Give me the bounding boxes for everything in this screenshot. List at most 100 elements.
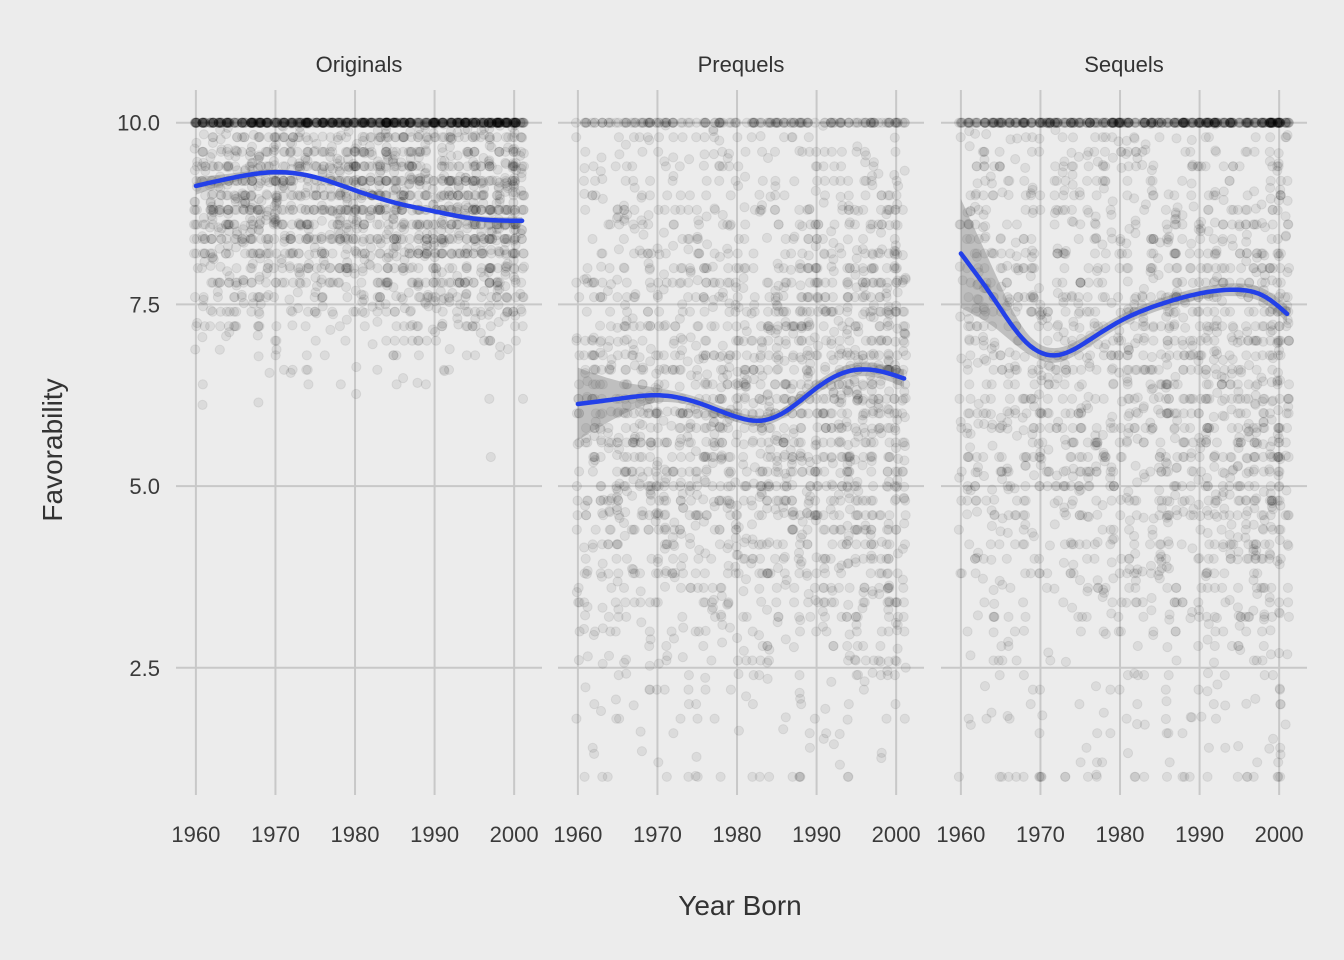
data-point — [301, 132, 312, 143]
data-point — [501, 117, 512, 128]
data-point — [1090, 681, 1102, 692]
data-point — [715, 364, 727, 375]
data-point — [787, 524, 798, 535]
data-point — [445, 175, 456, 186]
data-point — [645, 437, 656, 448]
data-point — [230, 151, 241, 162]
data-point — [661, 771, 672, 782]
data-point — [661, 277, 672, 288]
data-point — [327, 219, 338, 230]
data-point — [462, 248, 473, 259]
data-point — [269, 208, 280, 219]
data-point — [611, 492, 623, 503]
data-point — [255, 209, 266, 220]
data-point — [596, 152, 607, 163]
data-point — [246, 191, 257, 202]
data-point — [714, 135, 725, 146]
data-point — [843, 190, 854, 201]
data-point — [189, 219, 200, 230]
data-point — [325, 117, 336, 128]
data-point — [900, 662, 911, 673]
data-point — [748, 117, 759, 128]
data-point — [271, 192, 282, 203]
data-point — [493, 181, 504, 192]
data-point — [715, 582, 726, 594]
data-point — [746, 335, 757, 346]
data-point — [842, 276, 854, 288]
data-point — [652, 289, 663, 301]
data-point — [574, 466, 585, 477]
data-point — [343, 263, 355, 274]
data-point — [264, 248, 275, 259]
data-point — [667, 568, 678, 579]
data-point — [1075, 626, 1087, 637]
data-point — [843, 200, 854, 212]
data-point — [324, 162, 335, 173]
data-point — [678, 622, 689, 633]
data-point — [866, 510, 878, 521]
data-point — [661, 640, 672, 652]
data-point — [254, 271, 265, 282]
data-point — [803, 597, 814, 608]
data-point — [1232, 602, 1244, 613]
data-points — [570, 117, 912, 782]
data-point — [621, 486, 633, 497]
data-point — [571, 132, 582, 143]
data-point — [317, 204, 328, 215]
data-point — [436, 233, 447, 245]
data-point — [986, 520, 998, 532]
data-point — [628, 524, 639, 535]
data-point — [740, 146, 751, 157]
data-point — [621, 161, 632, 172]
data-point — [634, 568, 646, 579]
data-point — [850, 344, 861, 355]
data-point — [279, 132, 290, 143]
data-point — [191, 248, 202, 259]
data-point — [278, 146, 289, 157]
data-point — [706, 597, 718, 608]
data-point — [470, 117, 481, 128]
data-point — [746, 132, 757, 143]
data-point — [423, 134, 434, 145]
data-point — [516, 132, 527, 143]
data-point — [770, 190, 781, 201]
data-point — [851, 146, 862, 157]
data-point — [197, 117, 208, 128]
data-point — [494, 196, 505, 208]
data-point — [765, 568, 776, 579]
data-point — [837, 481, 848, 492]
data-point — [579, 542, 590, 553]
data-point — [508, 224, 520, 236]
data-point — [255, 204, 266, 215]
data-point — [587, 542, 599, 553]
data-point — [452, 117, 463, 128]
x-tick-label: 1970 — [251, 822, 300, 847]
data-point — [452, 270, 463, 282]
data-point — [364, 141, 375, 152]
data-point — [302, 135, 313, 146]
data-point — [224, 306, 235, 317]
data-point — [794, 145, 805, 156]
data-point — [293, 117, 304, 128]
data-point — [510, 335, 522, 346]
data-point — [842, 714, 853, 725]
data-point — [691, 466, 703, 477]
data-point — [597, 658, 608, 669]
data-point — [462, 306, 474, 317]
data-point — [469, 161, 480, 172]
x-tick-label: 1980 — [331, 822, 380, 847]
data-point — [343, 219, 354, 230]
data-point — [741, 481, 752, 492]
data-point — [797, 466, 808, 478]
data-point — [582, 651, 593, 662]
data-point — [668, 481, 679, 492]
data-point — [675, 422, 686, 434]
data-point — [621, 668, 632, 679]
data-point — [238, 275, 249, 286]
data-point — [1193, 684, 1204, 695]
data-point — [820, 364, 831, 375]
data-point — [493, 316, 504, 328]
data-point — [654, 249, 665, 260]
data-point — [865, 568, 876, 579]
